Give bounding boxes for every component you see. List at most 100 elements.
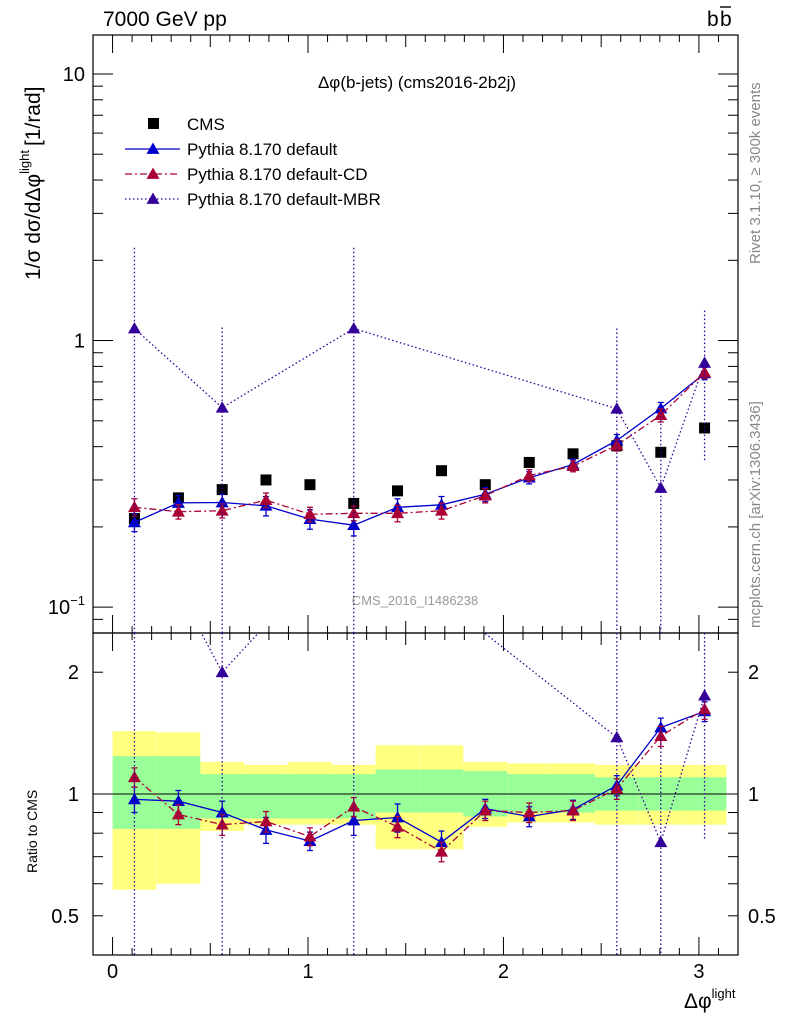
data-point <box>478 489 492 501</box>
data-point <box>171 505 185 517</box>
ratio-uncertainty-bands <box>112 731 727 890</box>
data-point <box>215 818 229 830</box>
data-point <box>698 356 712 368</box>
data-point <box>479 479 491 491</box>
data-point <box>434 835 448 848</box>
x-tick-label: 1 <box>302 961 313 983</box>
data-point <box>127 770 141 783</box>
data-point <box>303 830 317 842</box>
data-point <box>654 408 668 421</box>
svg-text:1/σ dσ/dΔφlight[1/rad]: 1/σ dσ/dΔφlight [1/rad] <box>17 86 45 280</box>
legend: CMS Pythia 8.170 default Pythia 8.170 defa… <box>125 115 381 209</box>
plot-frames <box>92 34 739 956</box>
data-point <box>654 729 668 742</box>
svg-text:Δφlight: Δφlight <box>684 986 736 1013</box>
series-layer <box>127 247 712 955</box>
data-point <box>698 689 712 701</box>
mcplots-label: mcplots.cern.ch [arXiv:1306.3436] <box>747 401 764 628</box>
header-energy-label: 7000 GeV pp <box>103 8 227 31</box>
x-tick-label: 2 <box>498 961 509 983</box>
data-point <box>522 806 536 818</box>
series-line <box>134 371 706 515</box>
data-point <box>566 459 580 472</box>
series-line <box>133 327 706 490</box>
watermark: CMS_2016_I1486238 <box>352 593 479 608</box>
y-axis-label-main: 1/σ dσ/dΔφlight [1/rad] <box>17 86 45 280</box>
main-series-2 <box>127 365 712 523</box>
x-tick-label: 0 <box>107 961 118 983</box>
data-point <box>127 515 141 528</box>
y-tick-label: 1 <box>74 331 85 353</box>
data-point <box>146 142 160 154</box>
main-series-3 <box>127 247 712 633</box>
data-point <box>347 321 361 334</box>
data-point <box>610 438 624 451</box>
data-point <box>392 485 404 497</box>
data-point <box>216 484 228 496</box>
data-point <box>127 321 141 334</box>
data-point <box>259 493 273 506</box>
data-point <box>215 401 229 413</box>
data-point <box>127 792 141 805</box>
band-inner <box>419 769 464 813</box>
rivet-label: Rivet 3.1.10, ≥ 300k events <box>747 82 764 264</box>
data-point <box>171 496 185 508</box>
ratio-y-tick-label-right: 2 <box>748 662 759 684</box>
data-point <box>567 448 579 460</box>
ratio-y-tick-label-right: 0.5 <box>748 906 776 928</box>
data-point <box>610 402 624 414</box>
ratio-series-1 <box>127 699 712 863</box>
data-point <box>654 481 668 493</box>
legend-label: Pythia 8.170 default-MBR <box>187 190 381 209</box>
data-point <box>391 820 405 832</box>
data-point <box>215 806 229 818</box>
data-point <box>610 782 624 794</box>
data-point <box>303 507 317 520</box>
data-point <box>434 845 448 857</box>
data-point <box>391 506 405 519</box>
data-point <box>146 192 160 204</box>
header-process-bar: b <box>720 8 732 31</box>
x-axis-label: Δφlight <box>684 986 736 1013</box>
data-point <box>259 815 273 827</box>
data-point <box>478 804 492 816</box>
ratio-y-tick-label: 1 <box>68 784 79 806</box>
data-point <box>260 474 272 486</box>
legend-label: Pythia 8.170 default-CD <box>187 165 368 184</box>
header-process-label: b b <box>707 6 732 31</box>
data-point <box>127 500 141 513</box>
data-point <box>215 495 229 508</box>
main-series-cms <box>128 422 711 525</box>
band-inner <box>288 774 332 819</box>
x-axis-label-sup: light <box>712 986 736 1001</box>
data-point <box>566 804 580 816</box>
data-point <box>347 814 361 826</box>
series-line <box>134 710 705 843</box>
data-point <box>610 730 624 743</box>
series-line <box>134 372 706 526</box>
data-point <box>698 702 712 715</box>
data-point <box>348 497 360 509</box>
ratio-y-tick-label: 2 <box>68 662 79 684</box>
x-tick-label: 3 <box>693 961 704 983</box>
series-line <box>133 708 705 853</box>
data-point <box>215 504 229 516</box>
header-process-base: b <box>707 8 719 31</box>
data-point <box>654 835 668 848</box>
data-point <box>435 465 447 477</box>
y-tick-label: 10 <box>63 64 85 86</box>
ratio-series-2 <box>133 633 712 955</box>
y-axis-label-text: 1/σ dσ/dΔφ <box>22 174 45 280</box>
data-point <box>146 167 160 179</box>
data-point <box>215 665 229 678</box>
y-axis-label-sup: light <box>17 150 32 174</box>
text-layer: 7000 GeV pp b b Δφ(b-jets) (cms2016-2b2j… <box>17 6 776 1013</box>
data-point <box>171 794 185 807</box>
legend-label: Pythia 8.170 default <box>187 140 338 159</box>
plot-title: Δφ(b-jets) (cms2016-2b2j) <box>318 73 516 92</box>
y-tick-label: 10−1 <box>48 593 85 619</box>
data-point <box>523 456 535 468</box>
legend-marker-cms <box>148 118 159 129</box>
data-point <box>522 468 536 481</box>
